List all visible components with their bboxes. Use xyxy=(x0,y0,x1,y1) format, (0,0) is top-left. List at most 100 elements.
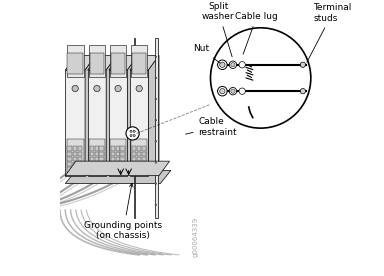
Circle shape xyxy=(155,120,157,121)
Circle shape xyxy=(210,28,311,128)
Polygon shape xyxy=(130,55,159,70)
Bar xyxy=(155,38,158,218)
Bar xyxy=(142,146,146,151)
Bar xyxy=(94,146,99,151)
Polygon shape xyxy=(65,161,170,176)
Polygon shape xyxy=(85,55,96,176)
Circle shape xyxy=(300,62,306,67)
Bar xyxy=(67,53,83,74)
Bar xyxy=(132,152,136,156)
Polygon shape xyxy=(88,55,117,70)
Bar xyxy=(67,146,72,151)
Circle shape xyxy=(218,60,227,70)
Bar xyxy=(121,146,125,151)
Circle shape xyxy=(229,61,237,68)
Polygon shape xyxy=(130,70,149,176)
Circle shape xyxy=(300,89,306,94)
Bar xyxy=(67,168,72,172)
Bar xyxy=(90,157,94,161)
Text: Split
washer: Split washer xyxy=(202,2,235,57)
Bar xyxy=(99,162,104,166)
Bar xyxy=(132,162,136,166)
Bar xyxy=(78,152,83,156)
Bar xyxy=(94,157,99,161)
Bar xyxy=(89,139,105,173)
Bar xyxy=(78,162,83,166)
Polygon shape xyxy=(65,70,85,176)
Bar xyxy=(132,157,136,161)
Bar xyxy=(73,162,77,166)
Circle shape xyxy=(220,62,225,67)
Text: Terminal
studs: Terminal studs xyxy=(307,3,352,62)
Circle shape xyxy=(155,183,157,184)
Bar xyxy=(142,168,146,172)
Bar xyxy=(137,157,141,161)
Bar xyxy=(121,162,125,166)
Bar xyxy=(90,53,104,74)
Bar xyxy=(73,157,77,161)
Bar xyxy=(137,162,141,166)
Bar xyxy=(90,146,94,151)
Bar xyxy=(111,152,115,156)
Text: Cable lug: Cable lug xyxy=(235,12,278,54)
Bar xyxy=(73,152,77,156)
Bar xyxy=(67,152,72,156)
Circle shape xyxy=(155,98,157,100)
Bar xyxy=(132,146,136,151)
Text: Grounding points
(on chassis): Grounding points (on chassis) xyxy=(84,183,162,240)
Circle shape xyxy=(133,134,135,137)
Bar xyxy=(137,146,141,151)
Bar xyxy=(116,162,120,166)
Circle shape xyxy=(115,85,121,92)
Bar xyxy=(111,157,115,161)
Circle shape xyxy=(239,88,245,94)
Bar xyxy=(66,45,84,77)
Bar xyxy=(131,45,147,77)
Bar xyxy=(110,139,126,173)
Bar xyxy=(99,146,104,151)
Bar xyxy=(99,168,104,172)
Polygon shape xyxy=(88,70,106,176)
Circle shape xyxy=(231,89,235,93)
Bar xyxy=(132,168,136,172)
Bar xyxy=(110,45,126,77)
Bar xyxy=(121,168,125,172)
Bar xyxy=(66,139,84,173)
Circle shape xyxy=(133,130,135,132)
Bar xyxy=(73,146,77,151)
Bar xyxy=(134,38,135,218)
Text: g00064339: g00064339 xyxy=(193,216,199,256)
Bar xyxy=(131,139,147,173)
Polygon shape xyxy=(65,55,96,70)
Bar xyxy=(89,45,105,77)
Bar xyxy=(121,152,125,156)
Bar xyxy=(94,162,99,166)
Circle shape xyxy=(239,62,245,68)
Bar xyxy=(90,162,94,166)
Polygon shape xyxy=(149,55,159,176)
Polygon shape xyxy=(109,55,138,70)
Text: Nut: Nut xyxy=(193,44,220,63)
Bar xyxy=(116,157,120,161)
Polygon shape xyxy=(127,55,138,176)
Bar xyxy=(116,146,120,151)
Bar xyxy=(111,53,125,74)
Bar xyxy=(137,168,141,172)
Bar xyxy=(121,157,125,161)
Circle shape xyxy=(155,204,157,206)
Bar xyxy=(142,162,146,166)
Polygon shape xyxy=(109,70,127,176)
Bar xyxy=(94,152,99,156)
Circle shape xyxy=(229,87,237,95)
Bar xyxy=(67,157,72,161)
Bar xyxy=(78,146,83,151)
Bar xyxy=(94,168,99,172)
Circle shape xyxy=(136,85,142,92)
Circle shape xyxy=(155,77,157,79)
Circle shape xyxy=(130,130,132,132)
Circle shape xyxy=(155,140,157,142)
Bar xyxy=(111,146,115,151)
Polygon shape xyxy=(106,55,117,176)
Bar xyxy=(142,152,146,156)
Bar xyxy=(90,168,94,172)
